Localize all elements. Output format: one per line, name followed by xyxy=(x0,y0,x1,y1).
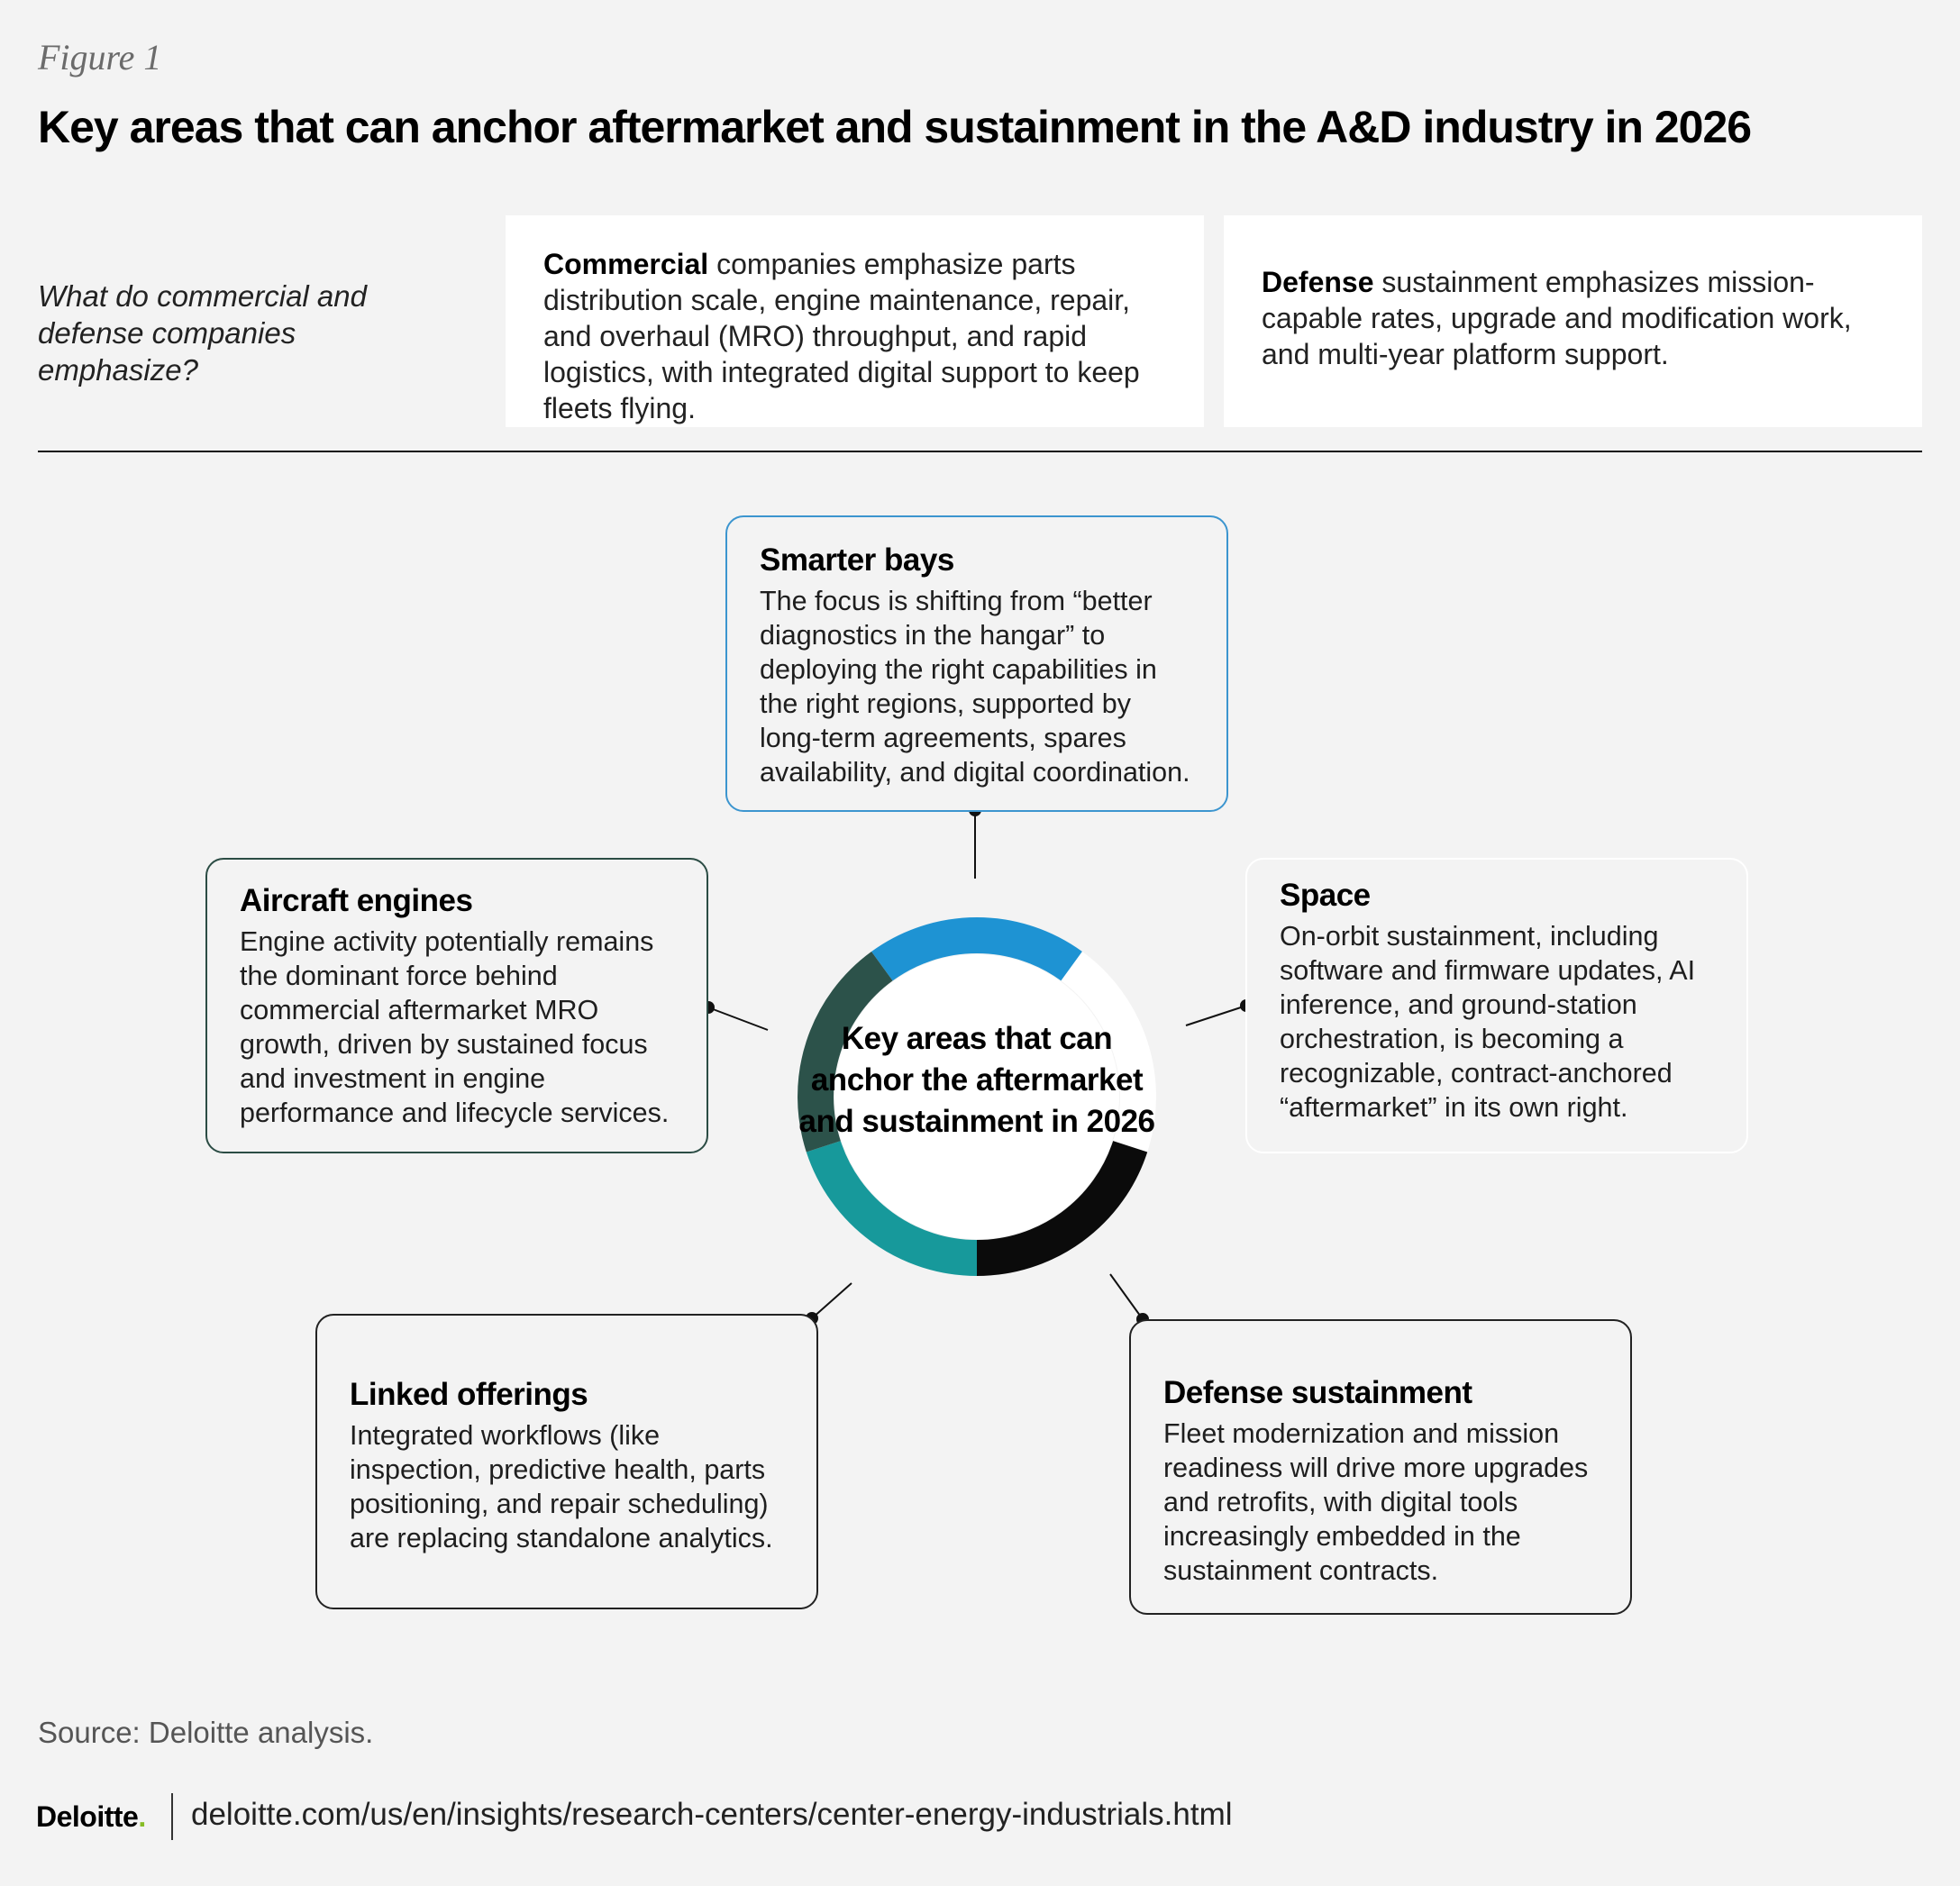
connector-defense-sustainment xyxy=(1109,1273,1144,1320)
area-text: Fleet modernization and mission readines… xyxy=(1163,1418,1589,1586)
source-note: Source: Deloitte analysis. xyxy=(38,1716,374,1749)
deloitte-logo: Deloitte. xyxy=(36,1800,146,1834)
footer-url-link[interactable]: deloitte.com/us/en/insights/research-cen… xyxy=(191,1797,1233,1832)
connector-lines xyxy=(707,810,1247,1320)
defense-card: Defense sustainment emphasizes mission-c… xyxy=(1224,215,1922,427)
ring-segment-smarter-bays xyxy=(871,917,1082,981)
area-text: On-orbit sustainment, including software… xyxy=(1280,921,1696,1123)
ring-segment-aircraft-engines xyxy=(798,952,893,1153)
ring-segment-defense-sustainment xyxy=(976,1140,1148,1276)
ring-segment-space xyxy=(1061,952,1156,1153)
figure-label: Figure 1 xyxy=(38,37,162,77)
area-text: The focus is shifting from “better diagn… xyxy=(760,586,1190,788)
ring-center-disc xyxy=(834,954,1119,1239)
area-text: Integrated workflows (like inspection, p… xyxy=(350,1420,773,1553)
defense-lead: Defense xyxy=(1262,266,1374,298)
area-card-linked-offerings: Linked offerings Integrated workflows (l… xyxy=(315,1314,818,1609)
area-title: Linked offerings xyxy=(350,1377,588,1412)
logo-dot: . xyxy=(138,1800,146,1833)
footer-separator xyxy=(171,1793,173,1840)
connector-space xyxy=(1185,1005,1247,1026)
page-title: Key areas that can anchor aftermarket an… xyxy=(38,102,1752,152)
area-card-smarter-bays: Smarter bays The focus is shifting from … xyxy=(725,515,1228,812)
area-card-aircraft-engines: Aircraft engines Engine activity potenti… xyxy=(205,858,708,1153)
area-text: Engine activity potentially remains the … xyxy=(240,926,670,1128)
ring-segment-linked-offerings xyxy=(806,1140,978,1276)
defense-text: sustainment emphasizes mission-capable r… xyxy=(1262,266,1852,370)
ring-center-label: Key areas that can anchor the aftermarke… xyxy=(798,1021,1155,1139)
section-divider xyxy=(38,451,1922,452)
commercial-lead: Commercial xyxy=(543,248,709,280)
area-card-defense-sustainment: Defense sustainment Fleet modernization … xyxy=(1129,1319,1632,1615)
area-title: Space xyxy=(1280,878,1371,913)
commercial-text: companies emphasize parts distribution s… xyxy=(543,248,1140,424)
area-card-space: Space On-orbit sustainment, including so… xyxy=(1245,858,1748,1153)
connector-linked-offerings xyxy=(811,1282,852,1319)
area-title: Aircraft engines xyxy=(240,883,473,918)
connector-aircraft-engines xyxy=(707,1007,769,1031)
question-text: What do commercial and defense companies… xyxy=(38,279,367,387)
area-title: Defense sustainment xyxy=(1163,1375,1472,1410)
logo-text: Deloitte xyxy=(36,1800,139,1833)
commercial-card: Commercial companies emphasize parts dis… xyxy=(506,215,1204,427)
area-title: Smarter bays xyxy=(760,542,954,578)
